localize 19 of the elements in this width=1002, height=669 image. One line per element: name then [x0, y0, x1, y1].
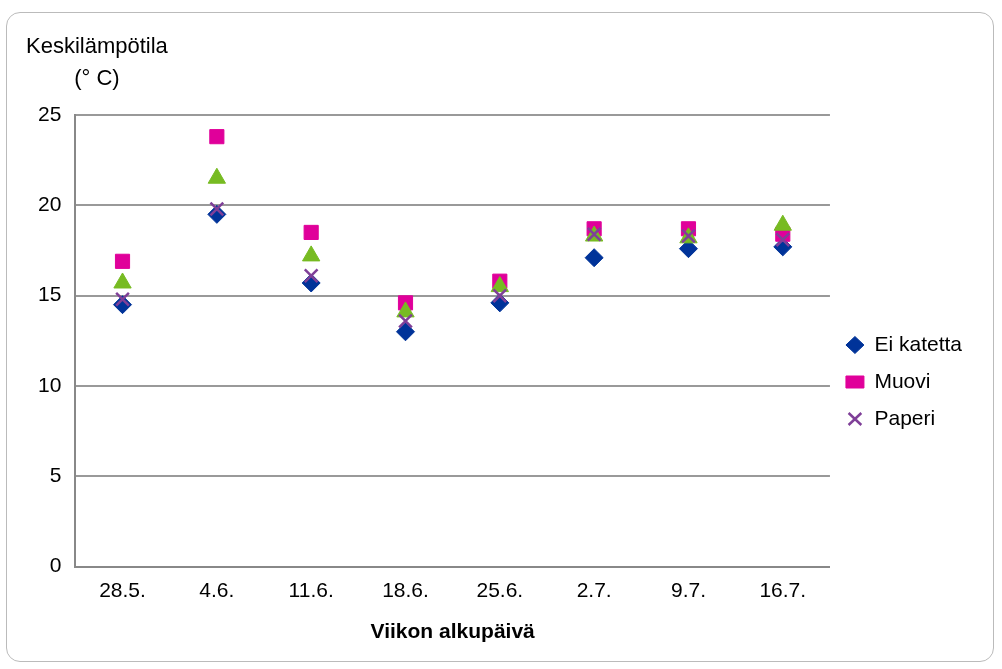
y-tick-label: 25 — [38, 101, 62, 125]
legend-label: Paperi — [874, 405, 936, 429]
y-tick-label: 15 — [38, 282, 62, 306]
x-tick-label: 11.6. — [288, 578, 334, 601]
x-tick-label: 28.5. — [99, 578, 146, 601]
y-tick-label: 20 — [38, 192, 62, 216]
y-tick-label: 10 — [38, 372, 62, 396]
legend-label: Ei katetta — [874, 331, 963, 355]
x-tick-label: 2.7. — [576, 578, 612, 601]
x-tick-label: 25.6. — [476, 578, 524, 601]
x-tick-label: 4.6. — [199, 578, 235, 601]
x-axis-title: Viikon alkupäivä — [370, 619, 536, 643]
y-tick-label: 0 — [49, 553, 62, 577]
x-tick-label: 16.7. — [759, 578, 807, 601]
legend-label: Muovi — [874, 368, 931, 392]
x-tick-label: 18.6. — [382, 578, 429, 601]
y-axis-title: Keskilämpötila (° C) — [26, 32, 168, 92]
x-tick-label: 9.7. — [670, 578, 706, 601]
y-tick-label: 5 — [49, 463, 62, 487]
